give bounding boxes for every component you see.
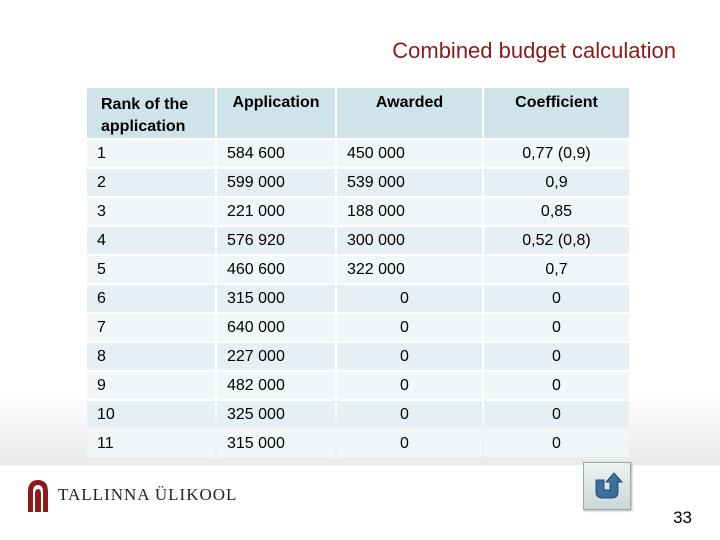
application-cell: 221 000 [217,198,335,225]
table-row: 9 482 000 0 0 [87,372,629,399]
university-logo: TALLINNA ÜLIKOOL [26,478,237,512]
rank-cell: 5 [87,256,215,283]
coefficient-cell: 0,7 [484,256,629,283]
table-row: 3 221 000 188 000 0,85 [87,198,629,225]
application-cell: 325 000 [217,401,335,428]
page-number: 33 [673,508,692,527]
rank-cell: 8 [87,343,215,370]
rank-cell: 6 [87,285,215,312]
coefficient-cell: 0,85 [484,198,629,225]
table-row: 10 325 000 0 0 [87,401,629,428]
coefficient-cell: 0,9 [484,169,629,196]
application-cell: 227 000 [217,343,335,370]
awarded-cell: 0 [337,285,482,312]
logo-text: TALLINNA ÜLIKOOL [58,485,238,504]
return-arrow-icon [595,472,623,499]
awarded-cell: 0 [337,343,482,370]
table-row: 7 640 000 0 0 [87,314,629,341]
rank-cell: 2 [87,169,215,196]
awarded-cell: 0 [337,372,482,399]
application-cell: 315 000 [217,430,335,457]
rank-cell: 3 [87,198,215,225]
application-cell: 482 000 [217,372,335,399]
table-row: 1 584 600 450 000 0,77 (0,9) [87,140,629,167]
table-row: 4 576 920 300 000 0,52 (0,8) [87,227,629,254]
rank-cell: 10 [87,401,215,428]
application-cell: 584 600 [217,140,335,167]
header-coefficient: Coefficient [484,88,629,138]
table-row: 8 227 000 0 0 [87,343,629,370]
coefficient-cell: 0 [484,343,629,370]
awarded-cell: 300 000 [337,227,482,254]
university-logo-icon [28,480,48,512]
awarded-cell: 0 [337,314,482,341]
table-row: 11 315 000 0 0 [87,430,629,457]
budget-table: Rank of the application Application Awar… [85,86,631,459]
coefficient-cell: 0,52 (0,8) [484,227,629,254]
application-cell: 640 000 [217,314,335,341]
table-row: 6 315 000 0 0 [87,285,629,312]
coefficient-cell: 0 [484,314,629,341]
rank-cell: 11 [87,430,215,457]
awarded-cell: 322 000 [337,256,482,283]
application-cell: 576 920 [217,227,335,254]
coefficient-cell: 0,77 (0,9) [484,140,629,167]
header-rank: Rank of the application [87,88,215,138]
rank-cell: 1 [87,140,215,167]
slide-title: Combined budget calculation [392,38,676,63]
rank-cell: 9 [87,372,215,399]
application-cell: 315 000 [217,285,335,312]
header-application: Application [217,88,335,138]
application-cell: 599 000 [217,169,335,196]
coefficient-cell: 0 [484,372,629,399]
coefficient-cell: 0 [484,285,629,312]
awarded-cell: 0 [337,430,482,457]
application-cell: 460 600 [217,256,335,283]
coefficient-cell: 0 [484,430,629,457]
table-body: 1 584 600 450 000 0,77 (0,9) 2 599 000 539 000… [87,140,629,457]
return-button[interactable] [583,462,631,510]
rank-cell: 4 [87,227,215,254]
coefficient-cell: 0 [484,401,629,428]
awarded-cell: 188 000 [337,198,482,225]
awarded-cell: 450 000 [337,140,482,167]
header-awarded: Awarded [337,88,482,138]
awarded-cell: 539 000 [337,169,482,196]
table-header-row: Rank of the application Application Awar… [87,88,629,138]
table-row: 5 460 600 322 000 0,7 [87,256,629,283]
awarded-cell: 0 [337,401,482,428]
table-row: 2 599 000 539 000 0,9 [87,169,629,196]
rank-cell: 7 [87,314,215,341]
